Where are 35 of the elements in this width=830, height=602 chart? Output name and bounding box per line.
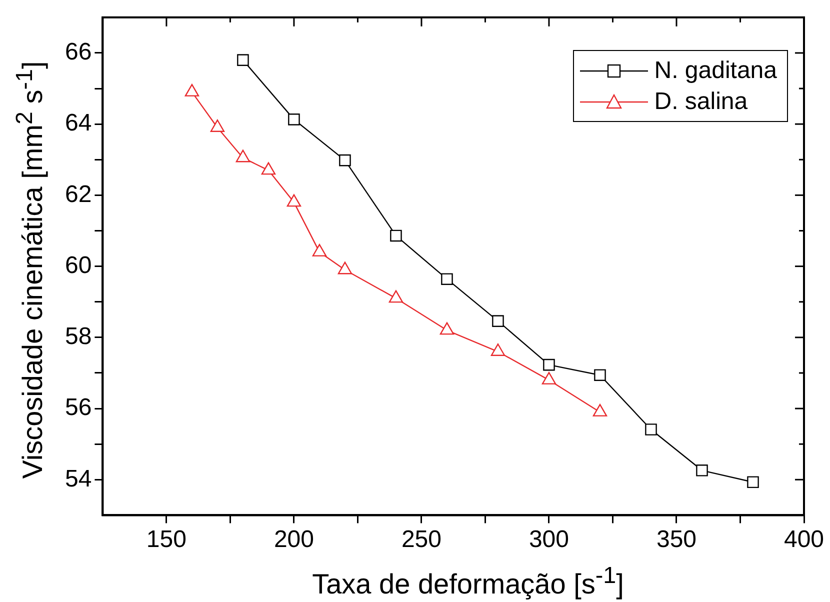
point: [286, 194, 302, 207]
y-tick-label: 66: [64, 38, 92, 66]
x-tick-label: 200: [274, 526, 314, 554]
point: [312, 244, 327, 256]
y-tick-label: 54: [64, 465, 92, 492]
legend-label: D. salina: [654, 87, 748, 117]
y-tick-label: 58: [64, 323, 92, 350]
point: [236, 150, 250, 162]
x-tick-label: 400: [784, 526, 824, 554]
point: [210, 120, 225, 132]
y-tick-label: 64: [64, 110, 92, 137]
point: [184, 84, 200, 96]
x-tick-label: 300: [528, 526, 570, 554]
point: [747, 476, 759, 488]
point: [261, 162, 276, 175]
point: [440, 322, 454, 335]
point: [338, 262, 352, 274]
point: [390, 230, 402, 242]
x-tick-label: 250: [401, 526, 442, 554]
point: [594, 369, 606, 382]
point: [696, 464, 708, 476]
x-tick-label: 150: [146, 526, 186, 554]
x-tick-label: 350: [656, 526, 697, 554]
y-tick-label: 56: [64, 394, 92, 422]
point: [490, 344, 506, 356]
point: [441, 273, 453, 286]
point: [492, 315, 504, 327]
point: [542, 372, 556, 384]
x-axis-title: Taxa de deformação [s$^{-1}$]: [311, 562, 625, 600]
legend-label: N. gaditana: [654, 56, 777, 86]
point: [543, 358, 555, 371]
y-tick-label: 62: [64, 180, 92, 208]
point: [388, 290, 404, 303]
point: [645, 424, 657, 436]
y-tick-label: 60: [64, 252, 92, 279]
